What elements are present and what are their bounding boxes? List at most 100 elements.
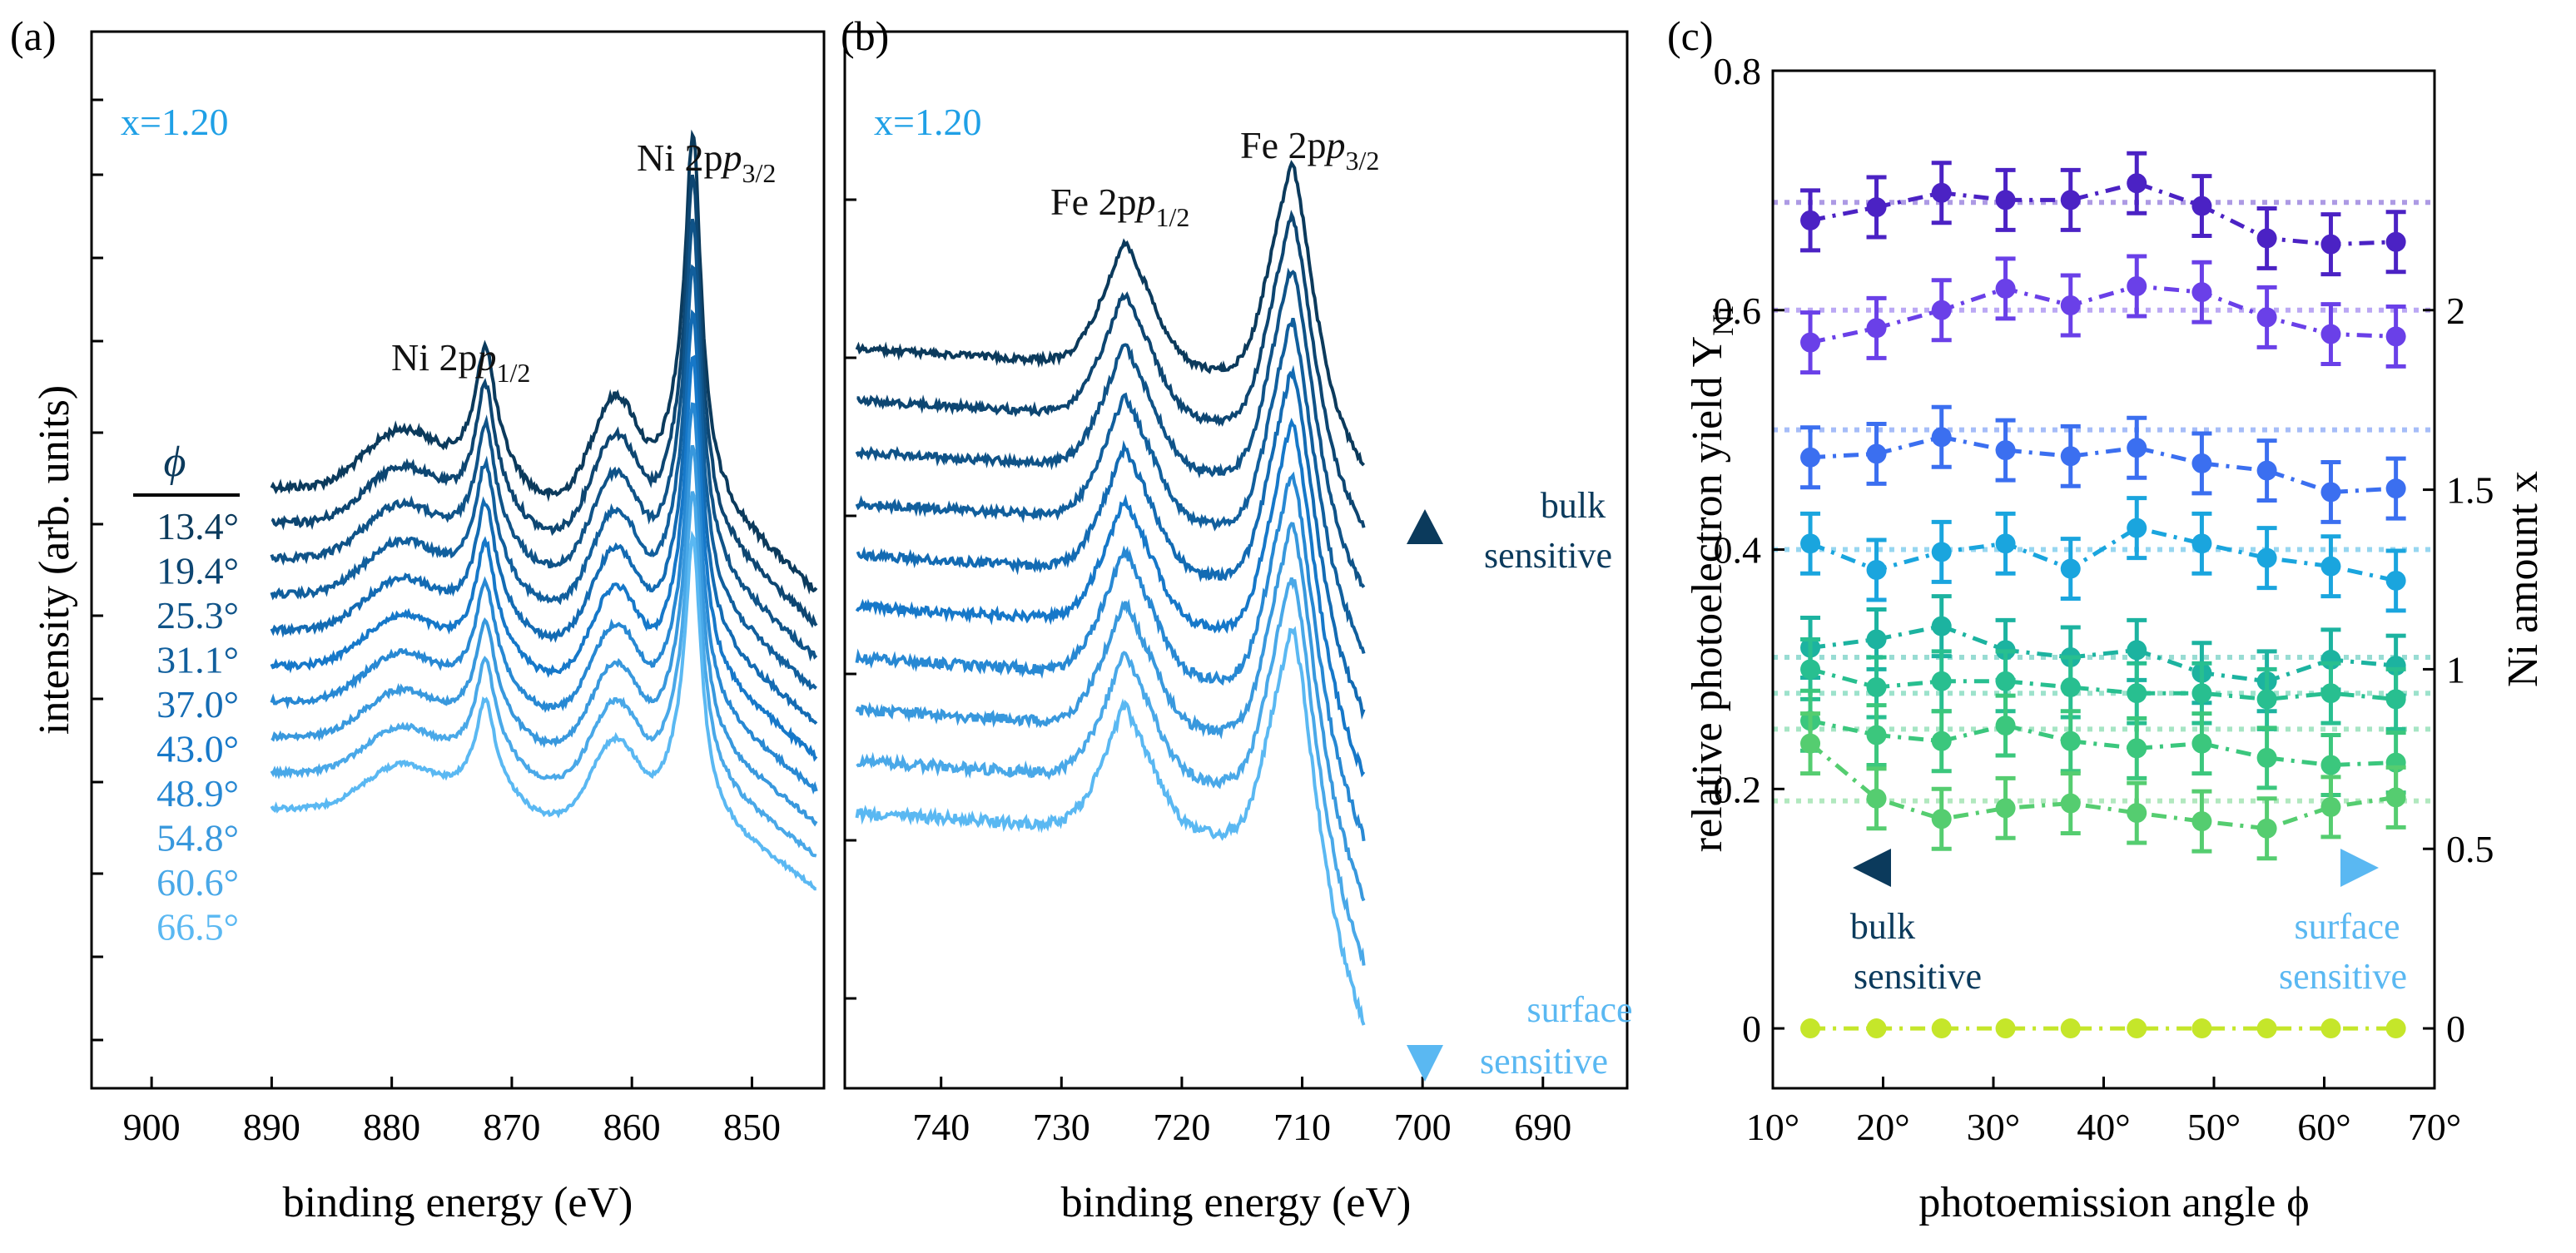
panel-c-series-line xyxy=(1809,666,2396,701)
panel-c-data-point xyxy=(2191,811,2212,832)
panel-c-data-point xyxy=(2191,453,2212,473)
panel-c-ytick-left-label: 0 xyxy=(1742,1008,1761,1050)
panel-c-data-point xyxy=(2060,295,2081,316)
panel-c-series-x-2-08 xyxy=(1800,151,2406,277)
panel-c-series-x-1-20 xyxy=(1800,496,2406,613)
panel-c-data-point xyxy=(1931,731,1952,751)
panel-c-data-point xyxy=(2320,482,2341,503)
panel-c-data-point xyxy=(2385,1018,2406,1039)
panel-c-data-point xyxy=(2385,231,2406,252)
panel-b-ticks: 740 730 720 710 700 690 xyxy=(845,198,1571,1148)
panel-b: (b) 740 730 720 710 700 690 x=1.20 Fe 2pp1/2 … xyxy=(841,12,1633,1226)
panel-c-arrow-left-label-2: sensitive xyxy=(1854,956,1982,997)
panel-c-series-x-1-80 xyxy=(1800,254,2406,375)
panel-a-legend-title: ϕ xyxy=(164,438,186,486)
panel-a-spectrum xyxy=(270,218,818,662)
panel-b-arrow-up-head xyxy=(1407,509,1443,544)
panel-a-composition: x=1.20 xyxy=(121,101,228,143)
panel-c-data-point xyxy=(2256,747,2277,768)
panel-c-data-point xyxy=(1931,427,1952,448)
panel-c-data-point xyxy=(2256,547,2277,568)
panel-c-data-point xyxy=(1866,443,1887,464)
panel-a-spectrum xyxy=(270,530,816,891)
panel-c-data-point xyxy=(2256,460,2277,481)
panel-c-data-point xyxy=(1995,716,2016,736)
panel-c-label: (c) xyxy=(1667,12,1714,59)
panel-c-ytick-right-label: 2 xyxy=(2446,290,2465,332)
panel-b-label: (b) xyxy=(841,12,889,59)
panel-b-spectrum xyxy=(855,317,1366,655)
panel-a-spectrum xyxy=(271,444,818,827)
panel-c-data-point xyxy=(1931,542,1952,562)
panel-a-spectrum xyxy=(270,402,818,795)
panel-b-spectrum xyxy=(855,522,1366,902)
panel-a-spectrum xyxy=(270,129,818,595)
panel-b-arrow-top-label-2: sensitive xyxy=(1484,535,1612,576)
panel-c-data-point xyxy=(2320,1018,2341,1039)
panel-c-data-point xyxy=(1995,798,2016,819)
panel-b-spectrum xyxy=(855,471,1366,842)
panel-b-arrow-bottom-label-1: surface xyxy=(1526,989,1632,1030)
panel-b-peak-fe-2p12: Fe 2pp1/2 xyxy=(1050,181,1189,232)
panel-a-spectrum xyxy=(270,491,817,858)
panel-a-legend-angle: 66.5° xyxy=(156,906,239,948)
panel-c-data-point xyxy=(1800,533,1821,554)
panel-c-ytick-right-label: 0.5 xyxy=(2446,828,2494,870)
panel-c-data-point xyxy=(2320,324,2341,344)
panel-c-data-point xyxy=(1800,1018,1821,1039)
panel-c-series-x-0-75 xyxy=(1800,688,2406,797)
panel-b-frame xyxy=(843,30,1629,1090)
panel-c-ytick-right-label: 1 xyxy=(2446,648,2465,691)
panel-c-data-point xyxy=(1995,440,2016,461)
panel-a-frame xyxy=(90,30,826,1090)
panel-c-arrow-right-head xyxy=(2340,849,2379,887)
panel-c-data-point xyxy=(2385,326,2406,347)
panel-c-data-point xyxy=(2060,558,2081,579)
panel-a-xtick-label: 870 xyxy=(483,1106,540,1148)
panel-a-spectrum xyxy=(270,354,818,762)
panel-b-spectra xyxy=(855,160,1366,1026)
panel-b-xlabel: binding energy (eV) xyxy=(1061,1179,1412,1226)
panel-a-spectra xyxy=(270,129,818,891)
panel-c-data-point xyxy=(1800,210,1821,230)
panel-a-spectrum xyxy=(270,264,817,691)
panel-c-data-point xyxy=(1866,725,1887,745)
panel-c-data-point xyxy=(1866,676,1887,697)
panel-c-data-point xyxy=(1866,629,1887,650)
panel-c-data-point xyxy=(1931,300,1952,320)
panel-c-data-point xyxy=(2256,689,2277,710)
panel-b-composition: x=1.20 xyxy=(874,101,981,143)
panel-c-ytick-left-label: 0.4 xyxy=(1714,529,1762,572)
panel-c: (c) 10° 20° 30° 40° 50° 60° 70° 0 0.2 0.4 0.6 0.8 0 0… xyxy=(1667,12,2547,1226)
panel-c-data-point xyxy=(2127,1018,2147,1039)
panel-c-data-point xyxy=(2060,1018,2081,1039)
panel-c-data-point xyxy=(1800,332,1821,353)
panel-c-series-line xyxy=(1809,718,2396,768)
panel-c-data-point xyxy=(2320,755,2341,775)
panel-c-data-point xyxy=(1866,1018,1887,1039)
panel-a-legend-angle: 25.3° xyxy=(156,594,239,636)
panel-c-series-x-0-57 xyxy=(1800,711,2406,861)
panel-a-legend-angle: 37.0° xyxy=(156,683,239,726)
panel-c-data-point xyxy=(2385,787,2406,808)
panel-c-ytick-left-label: 0.8 xyxy=(1714,50,1762,92)
panel-a-label: (a) xyxy=(10,12,57,59)
panel-a-legend-angle: 13.4° xyxy=(156,505,239,547)
panel-c-data-point xyxy=(2127,518,2147,538)
panel-b-spectrum xyxy=(855,626,1366,1026)
panel-c-data-point xyxy=(2256,307,2277,328)
panel-b-arrow-down-head xyxy=(1407,1045,1443,1082)
panel-a-ticks: 900 890 880 870 860 850 xyxy=(92,98,781,1148)
panel-c-data-point xyxy=(2191,683,2212,704)
panel-c-xtick-label: 50° xyxy=(2187,1106,2241,1148)
panel-b-xtick-label: 710 xyxy=(1273,1106,1331,1148)
panel-c-xtick-label: 40° xyxy=(2077,1106,2130,1148)
panel-c-ytick-right-label: 0 xyxy=(2446,1008,2465,1050)
panel-c-arrow-left-label-1: bulk xyxy=(1850,906,1915,947)
panel-c-data-point xyxy=(1995,1018,2016,1039)
panel-c-data-point xyxy=(2127,683,2147,704)
panel-a-legend-angle: 48.9° xyxy=(156,772,239,815)
panel-c-data-point xyxy=(2320,556,2341,577)
panel-c-data-point xyxy=(2320,234,2341,255)
